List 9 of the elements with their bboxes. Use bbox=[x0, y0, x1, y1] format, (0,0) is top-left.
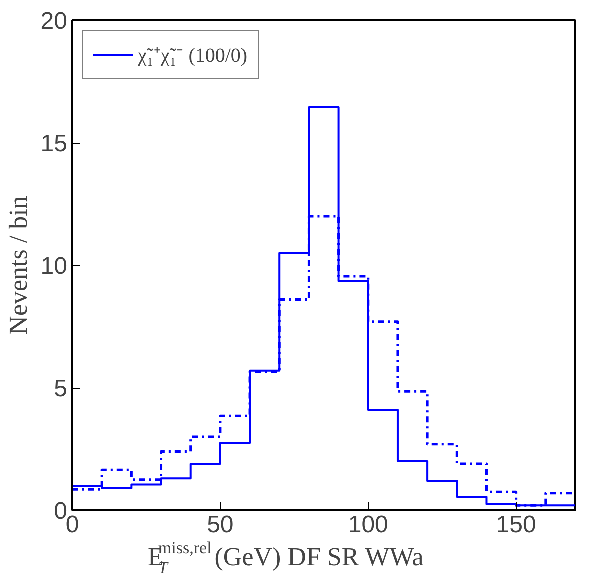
x-tick-label: 150 bbox=[496, 512, 536, 538]
y-axis-title: Nevents / bin bbox=[4, 196, 33, 335]
y-tick-label: 5 bbox=[54, 376, 68, 402]
x-tick-label: 50 bbox=[207, 512, 234, 538]
x-tick-label: 100 bbox=[348, 512, 388, 538]
y-tick-label: 20 bbox=[40, 8, 68, 35]
legend-label: χ̃₁⁺χ̃₁⁻ (100/0) bbox=[138, 44, 248, 68]
y-tick-label: 15 bbox=[40, 130, 68, 158]
y-tick-label: 10 bbox=[40, 253, 68, 280]
